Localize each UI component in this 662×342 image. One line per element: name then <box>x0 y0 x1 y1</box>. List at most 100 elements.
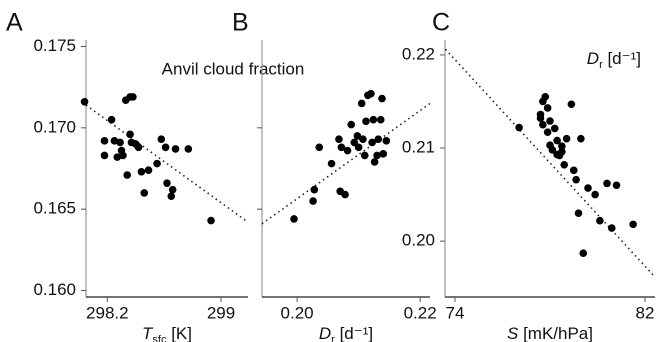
data-point <box>376 115 385 124</box>
label-unit: [mK/hPa] <box>518 324 593 342</box>
data-point <box>129 93 137 101</box>
data-point <box>347 120 356 129</box>
panel-letter: A <box>6 9 23 37</box>
data-point <box>370 158 379 166</box>
axis-label: Dr [d⁻¹] <box>587 49 641 70</box>
data-point <box>107 115 116 124</box>
data-point <box>157 135 166 144</box>
y-tick-label: 0.160 <box>33 280 76 299</box>
label-unit: [d⁻¹] <box>335 324 373 342</box>
panel-letter: C <box>432 9 450 37</box>
data-point <box>567 100 576 109</box>
data-point <box>184 145 193 153</box>
data-point <box>572 175 580 184</box>
data-point <box>579 249 588 258</box>
data-point <box>558 147 566 156</box>
data-point <box>161 143 170 152</box>
data-point <box>596 216 604 225</box>
data-point <box>543 104 552 112</box>
data-point <box>379 150 388 158</box>
y-tick-label: 0.165 <box>33 199 76 218</box>
data-point <box>100 137 109 145</box>
data-point <box>603 179 611 188</box>
data-point <box>558 142 566 150</box>
data-point <box>362 117 370 126</box>
data-point <box>171 145 180 153</box>
data-point <box>354 143 363 152</box>
y-tick-label: 0.170 <box>33 117 76 136</box>
data-point <box>134 143 143 152</box>
data-point <box>560 160 569 169</box>
data-point <box>137 167 146 176</box>
data-point <box>373 151 381 160</box>
data-point <box>553 136 561 145</box>
axis-label: S [mK/hPa] <box>507 324 593 342</box>
data-point <box>574 209 583 217</box>
data-point <box>569 166 578 175</box>
data-point <box>550 124 559 133</box>
data-point <box>327 159 336 168</box>
y-tick-label: 0.22 <box>402 44 435 63</box>
data-point <box>543 128 552 136</box>
data-point <box>548 146 557 154</box>
data-point <box>357 99 366 108</box>
data-point <box>541 93 550 101</box>
panel-letter: B <box>232 9 249 37</box>
data-point <box>368 138 376 147</box>
axis-label: Tsfc [K] <box>142 324 192 342</box>
data-point <box>353 132 362 140</box>
y-tick-label: 0.21 <box>402 137 435 156</box>
data-point <box>562 134 571 143</box>
data-point <box>167 192 176 200</box>
data-point <box>315 143 324 152</box>
label-symbol: S <box>507 324 519 342</box>
data-point <box>515 123 523 132</box>
data-point <box>369 115 378 124</box>
data-point <box>343 146 352 155</box>
data-point <box>126 130 134 139</box>
label-unit: [d⁻¹] <box>603 49 641 68</box>
data-point <box>350 138 359 147</box>
fit-line <box>261 102 431 225</box>
data-point <box>168 185 177 194</box>
label-unit: [K] <box>166 324 192 342</box>
data-point <box>80 98 89 106</box>
data-point <box>163 179 171 187</box>
label-symbol: D <box>587 49 599 68</box>
data-point <box>116 138 124 147</box>
data-point <box>153 159 161 168</box>
data-point <box>310 185 319 194</box>
data-point <box>584 184 592 192</box>
x-tick-label: 82 <box>636 303 655 322</box>
x-tick-label: 299 <box>207 303 235 322</box>
data-point <box>359 135 367 144</box>
data-point <box>341 190 349 199</box>
data-point <box>123 171 132 179</box>
data-point <box>119 151 127 160</box>
label-symbol: D <box>319 324 331 342</box>
data-point <box>591 190 599 199</box>
data-point <box>367 89 375 98</box>
y-tick-label: 0.20 <box>402 231 435 250</box>
axis-label: Dr [d⁻¹] <box>319 324 373 342</box>
x-tick-label: 0.20 <box>281 303 314 322</box>
fit-line <box>444 48 656 278</box>
data-point <box>144 166 153 174</box>
y-tick-label: 0.175 <box>33 36 76 55</box>
data-point <box>335 135 343 144</box>
data-point <box>374 135 383 144</box>
data-point <box>612 181 621 190</box>
data-point <box>207 216 215 225</box>
data-point <box>378 94 386 103</box>
x-tick-label: 298.2 <box>86 303 129 322</box>
x-tick-label: 0.22 <box>404 303 437 322</box>
data-point <box>546 117 554 125</box>
data-point <box>382 137 391 145</box>
data-point <box>360 151 369 160</box>
data-point <box>290 215 298 223</box>
data-point <box>140 189 149 197</box>
data-point <box>629 220 637 229</box>
annotation: Anvil cloud fraction <box>162 59 305 78</box>
